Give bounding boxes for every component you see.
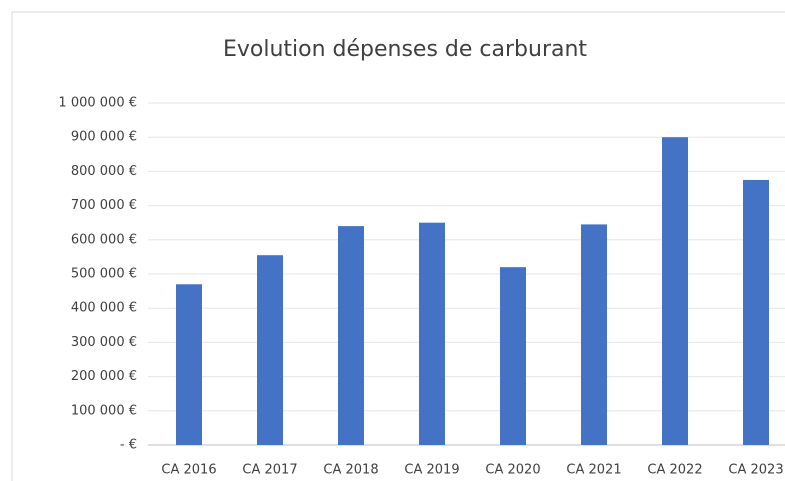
chart-frame (11, 11, 785, 481)
y-tick-label: - € (120, 438, 137, 453)
x-tick-label: CA 2020 (485, 463, 540, 478)
y-tick-label: 500 000 € (71, 267, 137, 282)
y-tick-label: 200 000 € (71, 369, 137, 384)
x-tick-label: CA 2016 (161, 463, 216, 478)
x-tick-label: CA 2021 (566, 463, 621, 478)
bar (662, 137, 688, 445)
y-tick-label: 900 000 € (71, 130, 137, 145)
bar (257, 255, 283, 445)
bar (338, 226, 364, 445)
x-tick-label: CA 2018 (323, 463, 378, 478)
y-tick-label: 1 000 000 € (58, 96, 137, 111)
y-tick-label: 300 000 € (71, 335, 137, 350)
x-tick-label: CA 2017 (242, 463, 297, 478)
bar (743, 179, 769, 445)
y-tick-label: 600 000 € (71, 232, 137, 247)
y-tick-label: 700 000 € (71, 198, 137, 213)
y-tick-label: 800 000 € (71, 164, 137, 179)
x-tick-label: CA 2023 (728, 463, 783, 478)
x-tick-label: CA 2022 (647, 463, 702, 478)
x-tick-label: CA 2019 (404, 463, 459, 478)
bar (419, 222, 445, 445)
bar (176, 284, 202, 445)
y-tick-label: 400 000 € (71, 301, 137, 316)
bar (500, 267, 526, 445)
bar (581, 224, 607, 445)
y-tick-label: 100 000 € (71, 403, 137, 418)
chart-title: Evolution dépenses de carburant (223, 37, 587, 62)
